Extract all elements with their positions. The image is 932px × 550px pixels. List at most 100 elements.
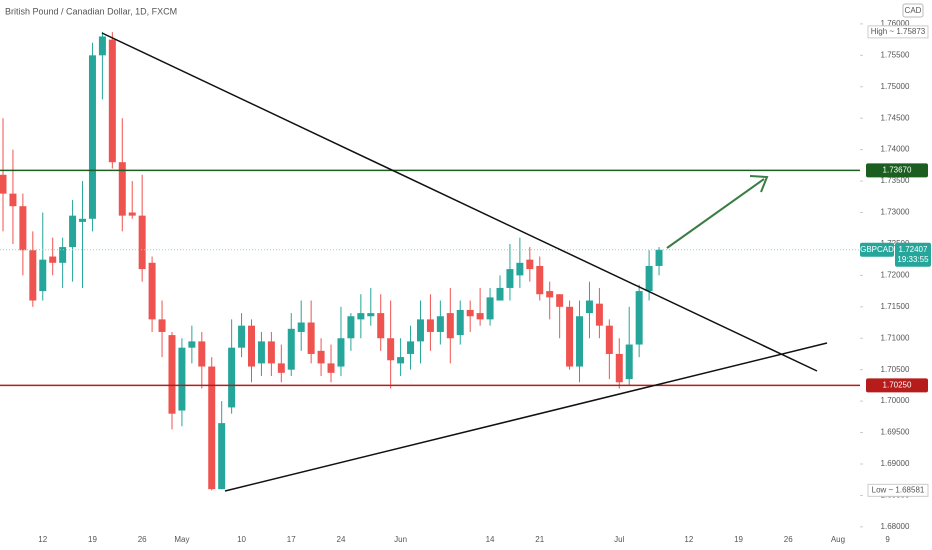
x-tick-label: 17 [287,535,296,544]
candle-body [297,322,305,332]
candle-body [585,300,593,314]
candle-body [327,363,335,373]
level-label: 1.70250 [883,381,912,390]
candle-body [446,313,454,339]
candle-body [0,174,7,194]
x-tick-label: 12 [38,535,47,544]
candle-body [88,55,96,219]
trend-line [224,342,828,492]
countdown-label: 19:33:55 [897,255,929,264]
y-tick-label: 1.74000 [881,145,910,154]
x-tick-label: Jul [614,535,624,544]
price-axis: 1.680001.685001.690001.695001.700001.705… [860,19,931,531]
x-tick-label: 24 [337,535,346,544]
plot-area [0,31,860,491]
candle-body [486,297,494,320]
y-tick-label: 1.71000 [881,333,910,342]
candle-body [436,316,444,332]
chart-title: British Pound / Canadian Dollar, 1D, FXC… [5,6,177,16]
x-tick-label: 19 [88,535,97,544]
candle-body [476,313,484,320]
price-label: 1.72407 [899,245,928,254]
candle-body [536,265,544,295]
candle-body [337,338,345,367]
x-tick-label: 21 [535,535,544,544]
candle-body [59,247,67,263]
candle-body [416,319,424,342]
y-tick-label: 1.75500 [881,50,910,59]
symbol-badge [860,242,894,257]
candle-body [9,193,17,207]
y-tick-label: 1.73500 [881,176,910,185]
candle-body [128,212,136,216]
trend-line [101,32,818,372]
arrow [666,178,765,249]
price-badge [895,242,931,267]
candle-body [248,325,255,367]
candle-body [526,259,534,270]
x-tick-label: 12 [684,535,693,544]
x-tick-label: 9 [885,535,890,544]
candle-body [516,262,524,276]
y-tick-label: 1.76000 [881,19,910,28]
candle-body [138,215,146,270]
extreme-badge [867,25,929,39]
candle-body [277,363,285,373]
y-tick-label: 1.68000 [881,522,910,531]
candle-body [29,250,37,301]
level-label: 1.73670 [883,165,912,174]
candle-body [426,319,434,332]
x-tick-label: Jun [394,535,407,544]
candle-body [605,325,613,354]
candle-body [228,347,236,408]
currency-badge[interactable] [902,3,924,18]
candle-body [148,262,156,320]
candle-body [39,259,47,292]
candle-body [357,313,365,320]
candle-body [496,287,504,301]
candle-body [367,313,375,317]
x-tick-label: 26 [138,535,147,544]
y-tick-label: 1.71500 [881,302,910,311]
candle-body [595,303,603,326]
level-badge [866,163,928,178]
candle-body [556,294,564,307]
y-tick-label: 1.75000 [881,82,910,91]
x-tick-label: 26 [784,535,793,544]
candle-body [79,218,87,222]
y-tick-label: 1.73000 [881,208,910,217]
extreme-label: High ~ 1.75873 [871,27,926,36]
candle-body [407,341,415,354]
candle-body [267,341,275,364]
candle-body [377,313,385,339]
y-tick-label: 1.70500 [881,365,910,374]
candle-body [347,316,355,339]
candle-body [208,366,216,490]
candle-body [576,316,584,367]
candle-body [188,341,196,348]
level-badge [866,378,928,393]
candle-body [257,341,265,364]
candle-body [49,256,57,263]
x-tick-label: Aug [831,535,845,544]
x-tick-label: 19 [734,535,743,544]
extreme-label: Low ~ 1.68581 [872,485,925,494]
candle-body [198,341,206,367]
x-tick-label: 10 [237,535,246,544]
y-tick-label: 1.69500 [881,428,910,437]
symbol-label: GBPCAD [860,245,894,254]
extreme-badge [867,483,929,497]
y-tick-label: 1.70000 [881,396,910,405]
candle-body [387,338,395,361]
x-tick-label: 14 [486,535,495,544]
candle-body [118,162,126,216]
candle-body [566,306,574,367]
candle-body [506,269,514,288]
candle-body [158,319,166,332]
y-tick-label: 1.69000 [881,459,910,468]
candle-body [108,39,116,163]
candle-body [238,325,246,348]
candle-body [19,206,27,251]
